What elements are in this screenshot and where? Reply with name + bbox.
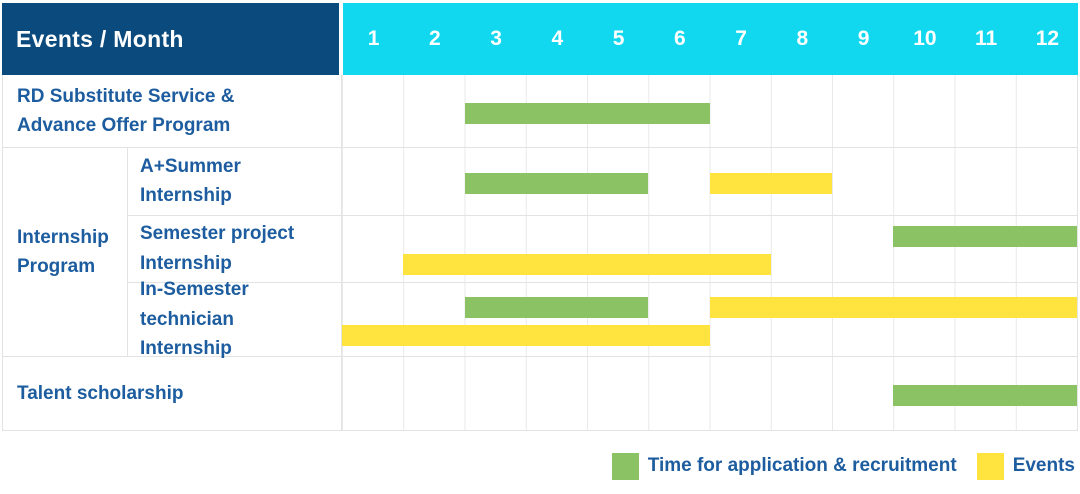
group-label: Internship Program	[3, 148, 128, 357]
row-label: A+Summer Internship	[128, 148, 342, 215]
event-legend-swatch	[976, 452, 1004, 480]
bar-line	[342, 385, 1077, 407]
timeline-semester-project-internship	[342, 215, 1077, 285]
month-header-6: 6	[674, 27, 686, 50]
events-month-header-cell: Events / Month	[2, 3, 339, 75]
group-rows: A+Summer Internship Semester project Int…	[128, 148, 1077, 359]
bar-line	[342, 325, 1077, 347]
bar-line	[342, 102, 1077, 124]
row-label: RD Substitute Service & Advance Offer Pr…	[3, 75, 342, 147]
month-header-3: 3	[490, 27, 502, 50]
month-header-8: 8	[796, 27, 809, 50]
bar-lines	[342, 359, 1077, 432]
timeline-in-semester-technician-internship	[342, 283, 1077, 358]
row-label: In-Semester technician Internship	[128, 279, 342, 359]
month-header-row: 1 2 3 4 5 6 7 8 9 10 11 12	[343, 3, 1078, 75]
bar-line	[342, 254, 1077, 276]
timeline-talent-scholarship	[342, 357, 1077, 432]
row-label: Talent scholarship	[3, 357, 342, 431]
timeline-rd-substitute-service	[342, 75, 1077, 147]
application-bar	[893, 385, 1077, 407]
event-bar	[709, 172, 832, 194]
month-header-12: 12	[1035, 27, 1060, 50]
bar-lines	[342, 218, 1077, 285]
row-talent-scholarship: Talent scholarship	[3, 357, 1077, 432]
application-legend-label: Time for application & recruitment	[647, 455, 957, 476]
event-legend-label: Events	[1012, 455, 1075, 476]
schedule-table: Events / Month 1 2 3 4 5 6 7 8 9 10 11 12 RD Substi…	[2, 3, 1078, 432]
application-bar	[464, 172, 649, 194]
row-semester-project-internship: Semester project Internship	[128, 214, 1077, 285]
event-bar	[403, 254, 771, 276]
bar-line	[342, 297, 1077, 319]
month-header-10: 10	[913, 27, 937, 50]
month-header-5: 5	[612, 27, 625, 50]
bar-lines	[342, 150, 1077, 217]
legend: Time for application & recruitment Event…	[611, 452, 1075, 480]
event-bar	[709, 297, 1077, 319]
timeline-a-plus-summer-internship	[342, 148, 1077, 215]
month-header-2: 2	[429, 27, 441, 50]
table-body: RD Substitute Service & Advance Offer Pr…	[2, 75, 1078, 432]
header-gap	[339, 3, 343, 75]
bar-lines	[342, 285, 1077, 358]
table-header-row: Events / Month 1 2 3 4 5 6 7 8 9 10 11 12	[2, 3, 1078, 75]
application-bar	[464, 297, 649, 319]
row-in-semester-technician-internship: In-Semester technician Internship	[128, 279, 1077, 359]
month-header-4: 4	[551, 27, 564, 50]
month-header-7: 7	[735, 27, 747, 50]
bar-line	[342, 172, 1077, 194]
event-bar	[342, 325, 710, 347]
month-header-1: 1	[367, 27, 380, 50]
application-bar	[464, 102, 710, 124]
bar-lines	[342, 77, 1077, 149]
row-a-plus-summer-internship: A+Summer Internship	[128, 148, 1077, 215]
row-rd-substitute-service: RD Substitute Service & Advance Offer Pr…	[3, 75, 1077, 147]
application-bar	[893, 226, 1077, 248]
month-header-9: 9	[857, 27, 870, 50]
bar-line	[342, 226, 1077, 248]
row-label: Semester project Internship	[128, 215, 342, 283]
month-header-11: 11	[975, 27, 998, 50]
internship-program-group: Internship Program A+Summer Internship S…	[3, 147, 1077, 359]
application-legend-swatch	[611, 452, 639, 480]
